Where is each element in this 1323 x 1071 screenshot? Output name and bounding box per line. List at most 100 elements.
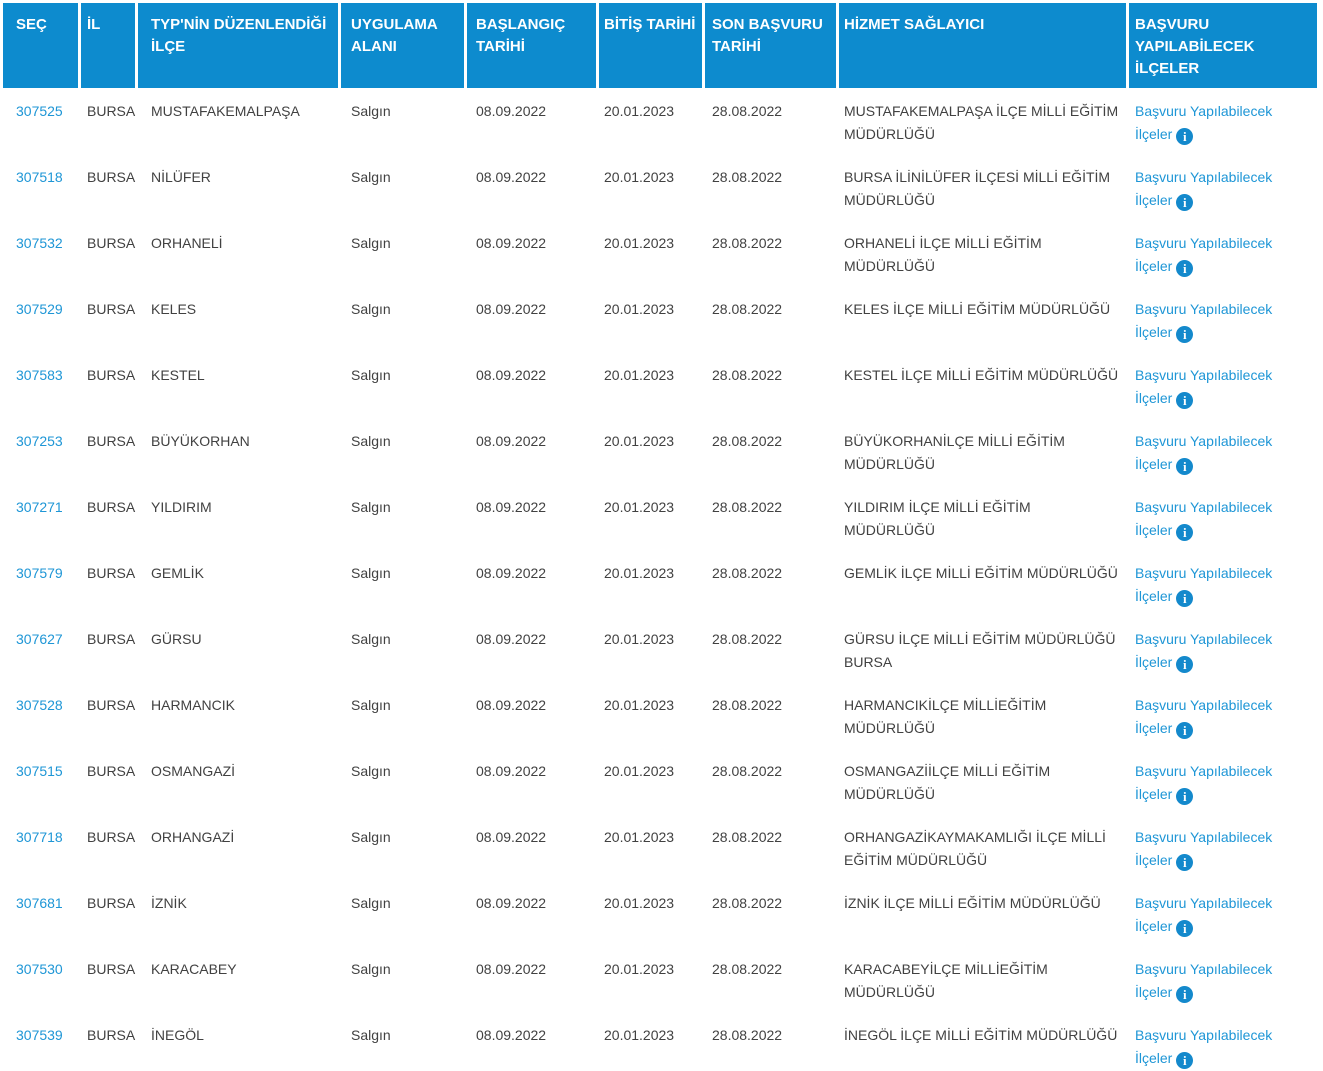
info-circle-icon[interactable]: i (1176, 854, 1194, 871)
info-circle-icon[interactable]: i (1176, 326, 1194, 343)
cell-il: BURSA (81, 355, 135, 418)
cell-basvuru: Başvuru Yapılabilecek İlçeler i (1129, 685, 1317, 748)
info-circle-icon[interactable]: i (1176, 1052, 1194, 1069)
table-row: 307528 BURSA HARMANCIK Salgın 08.09.2022… (3, 685, 1317, 748)
cell-uygulama: Salgın (341, 289, 464, 352)
typ-id-link[interactable]: 307627 (16, 631, 63, 647)
basvuru-ilceler-link[interactable]: Başvuru Yapılabilecek İlçeler i (1135, 1027, 1273, 1069)
cell-il: BURSA (81, 487, 135, 550)
typ-id-link[interactable]: 307525 (16, 103, 63, 119)
table-row: 307530 BURSA KARACABEY Salgın 08.09.2022… (3, 949, 1317, 1012)
basvuru-ilceler-link[interactable]: Başvuru Yapılabilecek İlçeler i (1135, 895, 1272, 937)
cell-uygulama: Salgın (341, 883, 464, 946)
basvuru-ilceler-link[interactable]: Başvuru Yapılabilecek İlçeler i (1135, 565, 1273, 607)
cell-basvuru: Başvuru Yapılabilecek İlçeler i (1129, 751, 1317, 814)
typ-id-link[interactable]: 307253 (16, 433, 63, 449)
info-circle-icon[interactable]: i (1176, 656, 1194, 673)
cell-basvuru: Başvuru Yapılabilecek İlçeler i (1129, 289, 1317, 352)
cell-baslangic: 08.09.2022 (467, 817, 596, 880)
typ-id-link[interactable]: 307681 (16, 895, 63, 911)
cell-basvuru: Başvuru Yapılabilecek İlçeler i (1129, 553, 1317, 616)
basvuru-ilceler-link[interactable]: Başvuru Yapılabilecek İlçeler i (1135, 235, 1272, 277)
table-row: 307518 BURSA NİLÜFER Salgın 08.09.2022 2… (3, 157, 1317, 220)
info-circle-icon[interactable]: i (1176, 458, 1194, 475)
typ-id-link[interactable]: 307539 (16, 1027, 63, 1043)
basvuru-ilceler-link[interactable]: Başvuru Yapılabilecek İlçeler i (1135, 829, 1272, 871)
cell-baslangic: 08.09.2022 (467, 751, 596, 814)
basvuru-ilceler-link[interactable]: Başvuru Yapılabilecek İlçeler i (1135, 499, 1272, 541)
info-circle-icon[interactable]: i (1176, 788, 1194, 805)
typ-id-link[interactable]: 307583 (16, 367, 63, 383)
cell-uygulama: Salgın (341, 157, 464, 220)
cell-ilce: İZNİK (138, 883, 338, 946)
basvuru-ilceler-link[interactable]: Başvuru Yapılabilecek İlçeler i (1135, 301, 1272, 343)
cell-hizmet: MUSTAFAKEMALPAŞA İLÇE MİLLİ EĞİTİM MÜDÜR… (839, 91, 1126, 154)
cell-baslangic: 08.09.2022 (467, 421, 596, 484)
cell-uygulama: Salgın (341, 421, 464, 484)
basvuru-ilceler-link[interactable]: Başvuru Yapılabilecek İlçeler i (1135, 763, 1272, 805)
typ-id-link[interactable]: 307532 (16, 235, 63, 251)
basvuru-ilceler-link[interactable]: Başvuru Yapılabilecek İlçeler i (1135, 961, 1272, 1003)
cell-il: BURSA (81, 685, 135, 748)
info-circle-icon[interactable]: i (1176, 392, 1194, 409)
cell-uygulama: Salgın (341, 223, 464, 286)
typ-id-link[interactable]: 307515 (16, 763, 63, 779)
cell-hizmet: KESTEL İLÇE MİLLİ EĞİTİM MÜDÜRLÜĞÜ (839, 355, 1126, 418)
typ-id-link[interactable]: 307518 (16, 169, 63, 185)
cell-ilce: ORHANELİ (138, 223, 338, 286)
info-circle-icon[interactable]: i (1176, 524, 1194, 541)
cell-sec: 307253 (3, 421, 78, 484)
typ-id-link[interactable]: 307271 (16, 499, 63, 515)
basvuru-ilceler-link[interactable]: Başvuru Yapılabilecek İlçeler i (1135, 631, 1272, 673)
cell-bitis: 20.01.2023 (599, 421, 702, 484)
header-row: SEÇ İL TYP'NİN DÜZENLENDİĞİ İLÇE UYGULAM… (3, 3, 1317, 88)
info-circle-icon[interactable]: i (1176, 128, 1194, 145)
cell-il: BURSA (81, 91, 135, 154)
cell-ilce: NİLÜFER (138, 157, 338, 220)
cell-sec: 307529 (3, 289, 78, 352)
table-row: 307718 BURSA ORHANGAZİ Salgın 08.09.2022… (3, 817, 1317, 880)
cell-hizmet: ORHANELİ İLÇE MİLLİ EĞİTİM MÜDÜRLÜĞÜ (839, 223, 1126, 286)
basvuru-ilceler-link[interactable]: Başvuru Yapılabilecek İlçeler i (1135, 433, 1272, 475)
cell-il: BURSA (81, 619, 135, 682)
typ-id-link[interactable]: 307579 (16, 565, 63, 581)
cell-basvuru: Başvuru Yapılabilecek İlçeler i (1129, 487, 1317, 550)
cell-bitis: 20.01.2023 (599, 223, 702, 286)
basvuru-ilceler-link-label: Başvuru Yapılabilecek İlçeler (1135, 169, 1273, 208)
cell-il: BURSA (81, 817, 135, 880)
typ-id-link[interactable]: 307718 (16, 829, 63, 845)
info-circle-icon[interactable]: i (1176, 722, 1194, 739)
cell-il: BURSA (81, 289, 135, 352)
cell-hizmet: İNEGÖL İLÇE MİLLİ EĞİTİM MÜDÜRLÜĞÜ (839, 1015, 1126, 1071)
basvuru-ilceler-link-label: Başvuru Yapılabilecek İlçeler (1135, 565, 1273, 604)
info-circle-icon[interactable]: i (1176, 590, 1194, 607)
typ-id-link[interactable]: 307530 (16, 961, 63, 977)
info-circle-icon[interactable]: i (1176, 986, 1194, 1003)
basvuru-ilceler-link[interactable]: Başvuru Yapılabilecek İlçeler i (1135, 103, 1272, 145)
cell-ilce: GEMLİK (138, 553, 338, 616)
typ-id-link[interactable]: 307529 (16, 301, 63, 317)
typ-id-link[interactable]: 307528 (16, 697, 63, 713)
cell-son: 28.08.2022 (705, 355, 836, 418)
cell-il: BURSA (81, 751, 135, 814)
basvuru-ilceler-link[interactable]: Başvuru Yapılabilecek İlçeler i (1135, 367, 1272, 409)
cell-bitis: 20.01.2023 (599, 157, 702, 220)
table-row: 307579 BURSA GEMLİK Salgın 08.09.2022 20… (3, 553, 1317, 616)
info-circle-icon[interactable]: i (1176, 194, 1194, 211)
cell-sec: 307539 (3, 1015, 78, 1071)
basvuru-ilceler-link-label: Başvuru Yapılabilecek İlçeler (1135, 1027, 1273, 1066)
cell-uygulama: Salgın (341, 91, 464, 154)
cell-il: BURSA (81, 157, 135, 220)
column-header-ilce: TYP'NİN DÜZENLENDİĞİ İLÇE (138, 3, 338, 88)
info-circle-icon[interactable]: i (1176, 260, 1194, 277)
cell-ilce: HARMANCIK (138, 685, 338, 748)
cell-ilce: OSMANGAZİ (138, 751, 338, 814)
cell-baslangic: 08.09.2022 (467, 553, 596, 616)
basvuru-ilceler-link[interactable]: Başvuru Yapılabilecek İlçeler i (1135, 169, 1273, 211)
cell-uygulama: Salgın (341, 751, 464, 814)
cell-bitis: 20.01.2023 (599, 685, 702, 748)
cell-hizmet: ORHANGAZİKAYMAKAMLIĞI İLÇE MİLLİ EĞİTİM … (839, 817, 1126, 880)
info-circle-icon[interactable]: i (1176, 920, 1194, 937)
cell-basvuru: Başvuru Yapılabilecek İlçeler i (1129, 1015, 1317, 1071)
basvuru-ilceler-link[interactable]: Başvuru Yapılabilecek İlçeler i (1135, 697, 1272, 739)
